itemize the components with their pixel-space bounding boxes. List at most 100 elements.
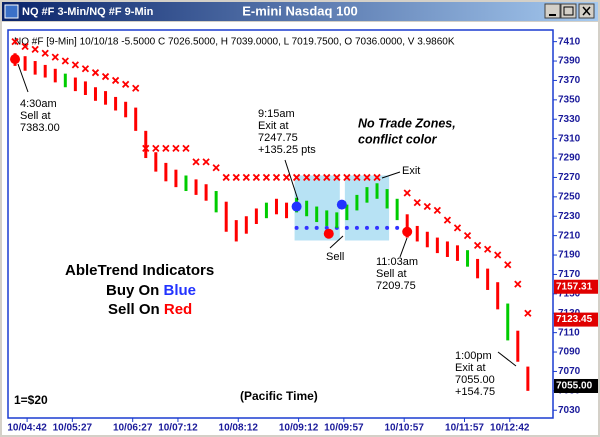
plot-area	[7, 29, 554, 419]
buy-stop-marker	[314, 225, 319, 230]
stop-marker	[71, 61, 80, 69]
buy-stop-marker	[364, 225, 369, 230]
stop-marker	[152, 144, 160, 152]
x-tick-label: 10/09:57	[324, 423, 364, 434]
legend-buy-text: Buy On	[106, 282, 164, 299]
stop-marker	[443, 216, 452, 224]
stop-marker	[272, 173, 281, 182]
x-tick-label: 10/06:27	[113, 423, 153, 434]
y-tick-label: 7170	[558, 269, 581, 280]
stop-marker	[182, 144, 190, 152]
stop-marker	[514, 280, 522, 288]
price-tag-box	[554, 279, 598, 294]
price-tag-label: 7123.45	[556, 314, 593, 325]
price-tag-box	[554, 312, 598, 327]
y-tick-label: 7350	[558, 94, 581, 105]
stop-marker	[453, 224, 462, 232]
stop-marker	[31, 45, 39, 54]
legend-title: AbleTrend Indicators	[65, 262, 214, 279]
stop-marker	[282, 173, 291, 182]
stop-marker	[212, 164, 220, 172]
stop-marker	[61, 57, 69, 65]
annotation: +135.25 pts	[258, 144, 316, 156]
stop-marker	[292, 173, 301, 182]
annotation: 1=$20	[14, 393, 48, 407]
stop-marker	[262, 173, 271, 182]
x-tick-label: 10/07:12	[158, 423, 198, 434]
legend-sell-color: Red	[164, 301, 192, 318]
stop-marker	[162, 144, 170, 152]
stop-marker	[484, 245, 492, 253]
stop-marker	[111, 76, 120, 85]
close-icon	[582, 6, 591, 16]
stop-marker	[242, 173, 250, 182]
annotation: Exit	[402, 165, 420, 177]
legend-buy: Buy On Blue	[106, 282, 196, 299]
annotation: Exit at	[258, 120, 289, 132]
price-tag-label: 7157.31	[556, 281, 593, 292]
y-tick-label: 7030	[558, 405, 581, 416]
stop-marker	[504, 261, 512, 269]
stop-marker	[303, 173, 311, 182]
stop-marker	[91, 69, 100, 77]
y-tick-label: 7210	[558, 230, 581, 241]
stop-marker	[232, 173, 240, 182]
annotation: 4:30am	[20, 98, 57, 110]
chart-title: E-mini Nasdaq 100	[242, 3, 358, 18]
arrows	[17, 63, 517, 367]
arrow	[381, 171, 401, 179]
annotation: 11:03am	[376, 256, 418, 268]
window-buttons[interactable]	[544, 3, 595, 19]
y-tick-label: 7390	[558, 56, 581, 67]
stop-marker	[494, 251, 502, 259]
stop-marker	[373, 173, 381, 182]
arrow	[497, 351, 517, 367]
x-tick-label: 10/09:12	[279, 423, 319, 434]
annotation: 7055.00	[455, 374, 495, 386]
arrow	[284, 159, 299, 201]
minimize-button[interactable]	[544, 3, 561, 19]
price-tag-box	[554, 378, 598, 393]
y-tick-label: 7230	[558, 211, 581, 222]
legend-sell: Sell On Red	[108, 301, 192, 318]
stop-marker	[252, 173, 261, 182]
y-tick-label: 7310	[558, 133, 581, 144]
annotation: Sell at	[20, 110, 51, 122]
buy-stop-marker	[354, 225, 359, 230]
legend-buy-color: Blue	[164, 282, 197, 299]
annotation: conflict color	[358, 132, 438, 146]
annotation: (Pacific Time)	[240, 389, 318, 403]
buy-stop-marker	[304, 225, 309, 230]
maximize-button[interactable]	[560, 3, 577, 19]
stop-marker	[333, 173, 341, 182]
stop-marker	[363, 173, 371, 182]
signal-dot	[10, 54, 21, 65]
buy-stop-marker	[344, 225, 349, 230]
stop-marker	[313, 173, 321, 182]
stop-marker	[21, 42, 29, 51]
stop-marker	[343, 173, 351, 182]
stop-marker	[403, 189, 411, 197]
signal-dot	[336, 199, 347, 210]
stop-marker	[81, 65, 90, 73]
y-tick-label: 7290	[558, 153, 581, 164]
stop-marker	[353, 173, 361, 182]
stop-marker	[433, 206, 441, 215]
stop-marker	[132, 84, 140, 92]
annotation: Exit at	[455, 362, 486, 374]
arrow	[329, 235, 344, 249]
signal-dot	[402, 226, 413, 237]
x-tick-label: 10/11:57	[445, 423, 484, 434]
buy-stop-marker	[375, 225, 380, 230]
y-tick-label: 7070	[558, 366, 581, 377]
stop-marker	[41, 49, 49, 57]
annotation: Sell at	[376, 268, 407, 280]
price-tag: 7157.31	[554, 279, 598, 294]
price-tag: 7055.00	[554, 378, 598, 393]
x-tick-label: 10/05:27	[53, 423, 93, 434]
x-tick-label: 10/04:42	[7, 423, 47, 434]
signal-dot	[323, 228, 334, 239]
legend-sell-text: Sell On	[108, 301, 164, 318]
annotation: 7383.00	[20, 122, 60, 134]
